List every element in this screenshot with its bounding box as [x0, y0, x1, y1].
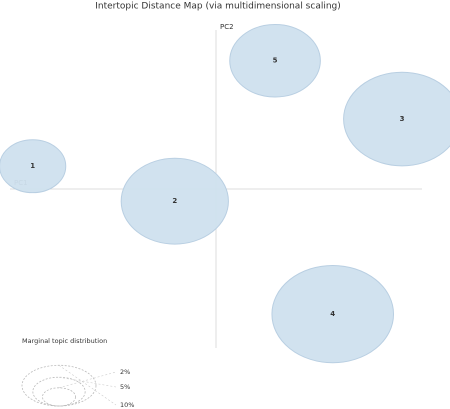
- topic-label: 1: [30, 162, 35, 170]
- topic-label: 4: [330, 310, 335, 318]
- legend-title: Marginal topic distribution: [22, 337, 107, 345]
- legend-leader: [58, 376, 117, 388]
- topic-label: 5: [273, 57, 278, 65]
- legend-circle: [21, 364, 97, 407]
- topic-bubble: [229, 23, 321, 98]
- legend-leader: [58, 365, 117, 406]
- legend-label: 10%: [120, 401, 134, 409]
- legend-circle: [42, 387, 76, 407]
- topic-bubble: [271, 264, 395, 364]
- topic-label: 3: [400, 115, 405, 123]
- chart-title: Intertopic Distance Map (via multidimens…: [95, 2, 341, 12]
- legend-label: 2%: [120, 368, 130, 376]
- legend-circle: [32, 376, 86, 407]
- legend-label: 5%: [120, 383, 130, 391]
- topic-label: 2: [172, 197, 177, 205]
- y-axis-label: PC2: [220, 23, 234, 31]
- topic-bubble: [120, 157, 229, 245]
- topic-bubble: [343, 71, 450, 167]
- topic-bubble: [0, 139, 67, 194]
- legend-leader: [58, 371, 117, 389]
